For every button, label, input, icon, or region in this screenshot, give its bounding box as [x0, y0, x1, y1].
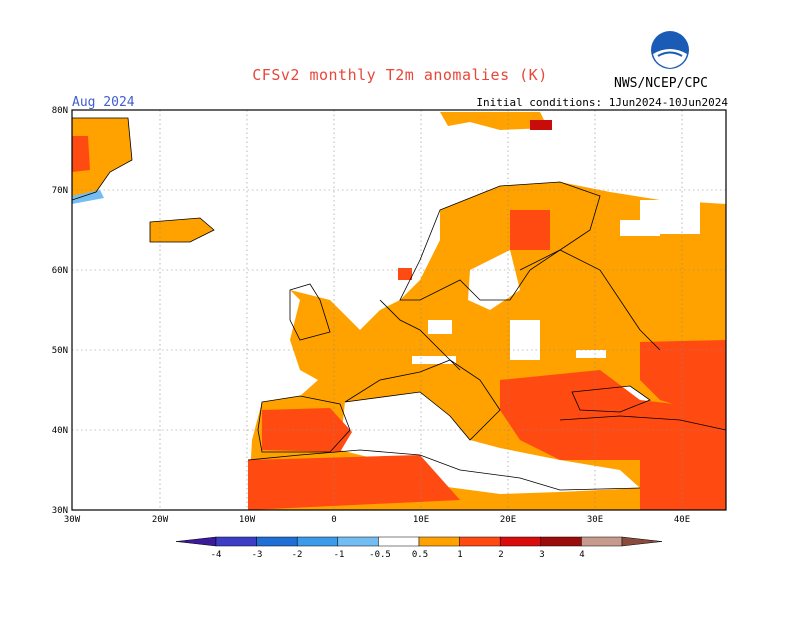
lon-label: 40E — [674, 515, 690, 525]
colorbar-box — [378, 536, 420, 547]
noaa-logo — [651, 31, 689, 69]
initial-conditions: Initial conditions: 1Jun2024-10Jun2024 — [476, 96, 728, 109]
colorbar-box — [581, 536, 623, 547]
lon-label: 0 — [331, 515, 336, 525]
chart-title: CFSv2 monthly T2m anomalies (K) — [252, 66, 548, 84]
colorbar-box — [215, 536, 257, 547]
lon-label: 20W — [152, 515, 169, 525]
colorbar-box — [337, 536, 379, 547]
agency-label: NWS/NCEP/CPC — [614, 76, 708, 91]
colorbar-box — [540, 536, 582, 547]
lat-label: 80N — [52, 106, 68, 116]
colorbar-tick: 3 — [539, 550, 544, 560]
colorbar-tick: 4 — [579, 550, 584, 560]
lat-label: 40N — [52, 426, 68, 436]
forecast-month: Aug 2024 — [72, 95, 135, 110]
lon-label: 10W — [239, 515, 256, 525]
colorbar-box — [418, 536, 460, 547]
colorbar-tick: 1 — [457, 550, 462, 560]
colorbar-tick: -0.5 — [369, 550, 391, 560]
colorbar-arrow-right — [621, 536, 663, 547]
lon-label: 20E — [500, 515, 516, 525]
lat-label: 30N — [52, 506, 68, 516]
colorbar-boxes — [175, 536, 663, 547]
colorbar-tick: -2 — [292, 550, 303, 560]
coastlines — [72, 117, 726, 491]
colorbar-box — [459, 536, 501, 547]
colorbar-tick: 0.5 — [412, 550, 428, 560]
colorbar-box — [499, 536, 542, 547]
lon-label: 30E — [587, 515, 603, 525]
lon-label: 10E — [413, 515, 429, 525]
lat-label: 60N — [52, 266, 68, 276]
lat-label: 70N — [52, 186, 68, 196]
graticule — [72, 110, 726, 510]
lat-label: 50N — [52, 346, 68, 356]
colorbar-tick: -3 — [252, 550, 263, 560]
colorbar-arrow-left — [175, 536, 217, 547]
colorbar-tick: -1 — [334, 550, 345, 560]
lon-label: 30W — [64, 515, 81, 525]
colorbar-tick: 2 — [498, 550, 503, 560]
colorbar-box — [296, 536, 339, 547]
anomaly-fields — [72, 112, 726, 510]
colorbar-box — [256, 536, 298, 547]
plot-frame — [71, 109, 727, 511]
colorbar-tick: -4 — [211, 550, 222, 560]
